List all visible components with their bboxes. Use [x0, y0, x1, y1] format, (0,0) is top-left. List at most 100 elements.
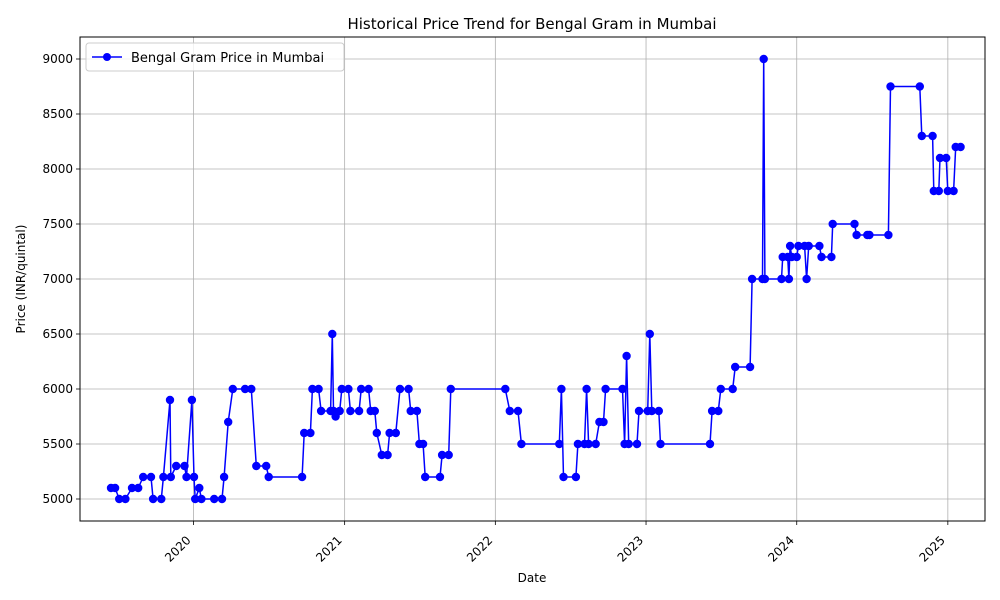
- data-point: [344, 384, 353, 394]
- plot-series: [106, 54, 965, 504]
- y-tick-label: 7000: [42, 272, 73, 286]
- y-tick-label: 6000: [42, 382, 73, 396]
- data-point: [745, 362, 755, 372]
- data-point: [645, 329, 654, 339]
- data-point: [928, 131, 937, 141]
- data-point: [624, 439, 633, 449]
- data-point: [346, 406, 355, 416]
- data-point: [166, 472, 175, 482]
- data-point: [316, 406, 326, 416]
- y-axis-ticks: 5000 5500 6000 6500 7000 7500 8000 8500 9000: [42, 52, 80, 506]
- chart-title: Historical Price Trend for Bengal Gram i…: [347, 15, 716, 33]
- data-point: [850, 219, 859, 229]
- legend-label: Bengal Gram Price in Mumbai: [131, 51, 324, 66]
- data-point: [314, 384, 323, 394]
- data-point: [815, 241, 824, 251]
- data-point: [716, 384, 725, 394]
- data-point: [728, 384, 737, 394]
- data-point: [308, 384, 317, 394]
- data-point: [228, 384, 237, 394]
- data-point: [219, 472, 229, 482]
- data-point: [785, 241, 795, 251]
- data-point: [654, 406, 663, 416]
- y-axis-title: Price (INR/quintal): [14, 225, 28, 334]
- data-point: [139, 472, 148, 482]
- data-point: [210, 494, 219, 504]
- data-point: [146, 472, 156, 482]
- data-point: [501, 384, 510, 394]
- y-tick-label: 8500: [42, 107, 73, 121]
- data-point: [817, 252, 826, 262]
- data-point: [865, 230, 874, 240]
- y-tick-label: 5000: [42, 492, 73, 506]
- data-point: [191, 494, 200, 504]
- data-point: [517, 439, 526, 449]
- data-point: [792, 252, 801, 262]
- data-point: [252, 461, 261, 471]
- data-point: [115, 494, 124, 504]
- data-point: [110, 483, 120, 493]
- data-point: [134, 483, 143, 493]
- data-point: [934, 186, 943, 196]
- data-point: [262, 461, 271, 471]
- data-point: [505, 406, 514, 416]
- data-point: [935, 153, 945, 163]
- data-point: [656, 439, 665, 449]
- data-point: [182, 472, 191, 482]
- data-point: [127, 483, 137, 493]
- data-point: [297, 472, 307, 482]
- data-point: [337, 384, 346, 394]
- data-point: [165, 395, 175, 405]
- data-point: [884, 230, 893, 240]
- data-point: [747, 274, 757, 284]
- data-point: [886, 82, 895, 91]
- data-point: [187, 395, 197, 405]
- data-point: [418, 439, 428, 449]
- data-point: [354, 406, 364, 416]
- data-point: [247, 384, 256, 394]
- data-point: [942, 153, 951, 163]
- y-tick-label: 5500: [42, 437, 73, 451]
- data-point: [404, 384, 413, 394]
- data-point: [591, 439, 600, 449]
- data-point: [731, 362, 740, 372]
- data-point: [364, 384, 373, 394]
- legend-box: [85, 42, 345, 72]
- data-point: [707, 406, 717, 416]
- data-point: [557, 384, 566, 394]
- y-tick-label: 8000: [42, 162, 73, 176]
- data-point: [634, 406, 644, 416]
- legend-marker-swatch: [103, 53, 111, 61]
- data-point: [828, 219, 837, 229]
- data-point: [217, 494, 227, 504]
- data-point: [421, 472, 430, 482]
- data-point: [172, 461, 181, 471]
- data-point: [777, 274, 786, 284]
- data-point: [599, 417, 608, 427]
- data-point: [240, 384, 250, 394]
- data-point: [395, 384, 405, 394]
- data-point: [949, 186, 958, 196]
- data-point: [827, 252, 836, 262]
- data-point: [705, 439, 715, 449]
- data-point: [573, 439, 583, 449]
- data-point: [571, 472, 581, 482]
- data-point: [852, 230, 861, 240]
- data-point: [406, 406, 415, 416]
- data-point: [385, 428, 394, 438]
- data-point: [632, 439, 642, 449]
- data-point: [159, 472, 168, 482]
- data-point: [759, 54, 768, 64]
- data-point: [714, 406, 723, 416]
- data-point: [357, 384, 366, 394]
- data-point: [513, 406, 523, 416]
- data-point: [943, 186, 952, 196]
- data-point: [300, 428, 309, 438]
- data-point: [412, 406, 422, 416]
- data-point: [446, 384, 455, 394]
- data-point: [383, 450, 392, 460]
- data-point: [784, 274, 794, 284]
- x-axis-title: Date: [518, 571, 547, 585]
